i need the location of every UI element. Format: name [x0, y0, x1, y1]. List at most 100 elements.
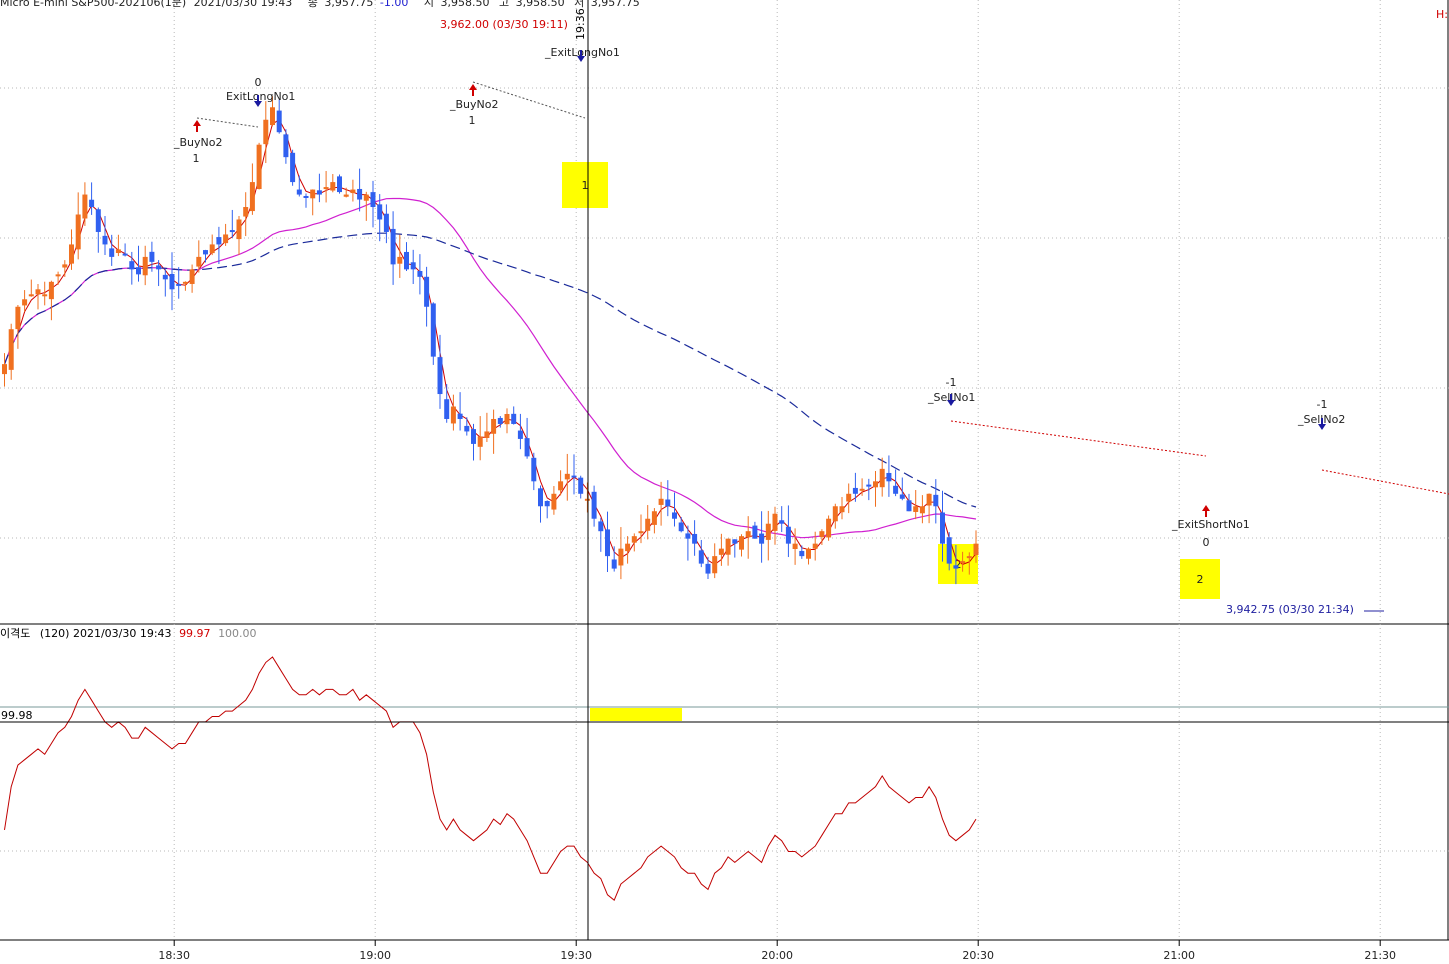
- candle-body: [712, 556, 718, 574]
- candle-body: [940, 512, 945, 544]
- trade-line: [1321, 469, 1449, 495]
- candle-body: [424, 276, 430, 307]
- candle-body: [913, 506, 919, 512]
- candle-body: [484, 431, 490, 438]
- candle-body: [464, 425, 470, 432]
- candle-body: [283, 134, 289, 158]
- candle-body: [310, 189, 316, 199]
- candle-body: [832, 506, 838, 522]
- signal-label: ExitLongNo1: [226, 90, 295, 103]
- indicator-line: [4, 656, 977, 902]
- header-datetime: 2021/03/30 19:43: [194, 0, 293, 9]
- candle-body: [410, 262, 416, 270]
- header-right-label: H:: [1436, 8, 1448, 21]
- candle-body: [879, 468, 885, 488]
- candle-body: [162, 274, 168, 280]
- candle-body: [765, 523, 771, 540]
- signal-qty: 0: [1203, 536, 1210, 549]
- candle-body: [745, 531, 751, 538]
- candle-body: [504, 413, 510, 425]
- candle-body: [651, 511, 657, 525]
- candle-body: [584, 498, 590, 501]
- candle-body: [430, 303, 436, 357]
- candle-body: [276, 110, 282, 133]
- candle-body: [511, 413, 517, 424]
- candle-body: [564, 473, 570, 480]
- indicator-highlight: [590, 708, 682, 721]
- candle-body: [926, 493, 932, 506]
- candle-body: [236, 219, 242, 240]
- candle-body: [899, 494, 905, 499]
- candle-body: [852, 487, 858, 494]
- highlight-marker: [938, 544, 978, 584]
- candle-body: [22, 299, 28, 306]
- candle-body: [799, 550, 805, 557]
- candle-body: [256, 144, 262, 190]
- low-value: 3,957.75: [591, 0, 640, 9]
- candle-body: [136, 267, 141, 275]
- x-tick-label: 20:00: [761, 949, 793, 962]
- candle-body: [906, 500, 912, 512]
- candle-body: [270, 107, 275, 126]
- candle-body: [69, 244, 74, 264]
- candle-body: [444, 399, 450, 419]
- candle-body: [89, 199, 95, 208]
- candle-body: [605, 529, 610, 557]
- candle-body: [806, 548, 811, 559]
- signal-label: _BuyNo2: [173, 136, 223, 149]
- symbol: Micro E-mini S&P500-202106(1분): [0, 0, 186, 9]
- price-panel: [0, 0, 1449, 624]
- candle-body: [370, 192, 376, 208]
- indicator-panel: [0, 624, 1449, 940]
- candle-body: [718, 548, 724, 555]
- indicator-header: 이격도 (120) 2021/03/30 19:43 99.97 100.00: [0, 627, 257, 640]
- candle-body: [672, 512, 677, 519]
- candle-body: [296, 189, 302, 195]
- candle-body: [692, 533, 698, 544]
- candle-body: [732, 539, 738, 544]
- change-value: -1.00: [380, 0, 408, 9]
- buy-arrow-icon: [193, 120, 201, 132]
- candle-body: [558, 481, 564, 491]
- signal-qty: -1: [1317, 398, 1328, 411]
- candle-body: [638, 531, 644, 534]
- candle-body: [457, 413, 463, 419]
- candle-body: [450, 406, 456, 424]
- x-tick-label: 19:00: [359, 949, 391, 962]
- candle-body: [779, 520, 785, 524]
- indicator-baseline: 100.00: [218, 627, 257, 640]
- candle-body: [149, 251, 155, 262]
- x-tick-label: 20:30: [962, 949, 994, 962]
- candle-body: [176, 283, 182, 286]
- sell-arrow-icon: [947, 394, 955, 406]
- candle-body: [323, 187, 329, 190]
- candle-body: [363, 194, 369, 201]
- candle-body: [705, 563, 711, 574]
- candle-body: [95, 209, 101, 232]
- candle-body: [243, 207, 249, 217]
- candle-body: [919, 506, 925, 514]
- candle-body: [129, 261, 135, 270]
- candle-body: [497, 417, 503, 424]
- exit-arrow-icon: [577, 50, 585, 62]
- candle-body: [631, 536, 637, 543]
- candle-body: [303, 195, 309, 198]
- candle-body: [477, 436, 483, 447]
- candle-body: [538, 488, 543, 507]
- candle-body: [645, 518, 651, 531]
- signal-qty: 1: [193, 152, 200, 165]
- highlight-marker-label: 2: [1197, 573, 1204, 586]
- candle-body: [893, 485, 899, 494]
- grid: [0, 0, 1449, 940]
- x-tick-label: 18:30: [158, 949, 190, 962]
- candle-body: [517, 430, 523, 439]
- highlight-markers: 1 2 2: [562, 162, 1220, 721]
- candle-body: [216, 237, 222, 245]
- candle-body: [531, 457, 537, 482]
- candle-body: [417, 270, 423, 277]
- exit-arrow-icon: [1202, 505, 1210, 517]
- candle-body: [249, 182, 255, 212]
- indicator-series: [4, 656, 977, 902]
- candle-body: [678, 522, 684, 532]
- candle-body: [725, 538, 731, 555]
